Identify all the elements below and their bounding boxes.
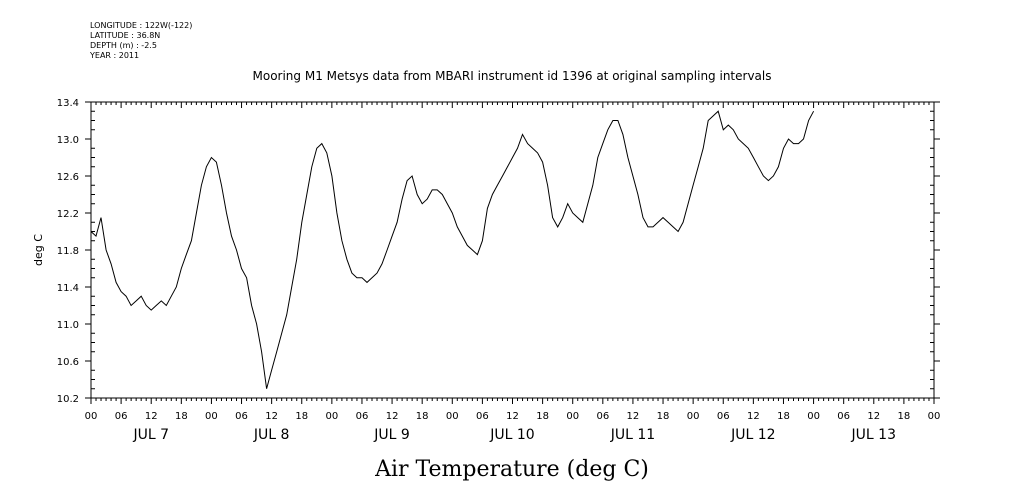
x-tick-label: 12 [265,411,278,422]
x-tick-label: 00 [446,411,459,422]
x-tick-label: 06 [235,411,248,422]
x-tick-label: 12 [627,411,640,422]
x-tick-label: 06 [717,411,730,422]
y-tick-label: 13.4 [57,98,79,109]
x-day-label: JUL 7 [132,427,169,443]
x-tick-label: 12 [747,411,760,422]
x-tick-label: 06 [115,411,128,422]
x-tick-label: 12 [867,411,880,422]
meta-year: YEAR : 2011 [90,51,140,60]
x-day-label: JUL 8 [253,427,290,443]
y-axis-label: deg C [32,234,45,266]
series-line [90,110,815,389]
x-tick-label: 12 [506,411,519,422]
x-tick-label: 06 [837,411,850,422]
y-tick-label: 11.0 [57,320,79,331]
x-day-label: JUL 13 [851,427,896,443]
x-day-label: JUL 10 [489,427,534,443]
x-day-label: JUL 9 [373,427,410,443]
x-tick-label: 18 [536,411,549,422]
metadata-block: LONGITUDE : 122W(-122) LATITUDE : 36.8N … [90,21,192,61]
meta-longitude: LONGITUDE : 122W(-122) [90,21,193,30]
x-tick-label: 12 [145,411,158,422]
y-tick-label: 10.6 [57,357,79,368]
x-tick-label: 06 [476,411,489,422]
x-tick-label: 00 [85,411,98,422]
x-day-label: JUL 12 [730,427,775,443]
x-tick-label: 18 [777,411,790,422]
y-tick-label: 11.4 [57,283,79,294]
x-tick-label: 00 [566,411,579,422]
chart-title: Mooring M1 Metsys data from MBARI instru… [253,69,772,83]
series-layer [90,110,815,389]
meta-depth: DEPTH (m) : -2.5 [90,41,157,50]
x-tick-label: 18 [657,411,670,422]
x-tick-label: 00 [205,411,218,422]
x-tick-label: 06 [356,411,369,422]
x-tick-label: 06 [596,411,609,422]
x-tick-label: 18 [416,411,429,422]
x-axis: 00 06 12 18 00 06 12 18 00 06 12 18 00 06 12 18 00 06 12 18… [85,102,941,443]
x-day-label: JUL 11 [610,427,655,443]
x-tick-label: 00 [928,411,941,422]
plot-frame [90,101,935,399]
y-tick-label: 13.0 [57,135,79,146]
x-tick-label: 18 [175,411,188,422]
x-tick-label: 12 [386,411,399,422]
x-tick-label: 00 [325,411,338,422]
x-tick-label: 18 [898,411,911,422]
x-axis-label: Air Temperature (deg C) [374,457,649,482]
y-axis: 10.2 10.6 11.0 11.4 11.8 12.2 12.6 13.0 13.4 [57,98,940,405]
y-tick-label: 12.2 [57,209,79,220]
y-tick-label: 11.8 [57,246,79,257]
plot-border [90,101,935,399]
x-tick-label: 00 [687,411,700,422]
x-tick-label: 18 [295,411,308,422]
x-tick-label: 00 [807,411,820,422]
meta-latitude: LATITUDE : 36.8N [90,31,161,40]
y-tick-label: 12.6 [57,172,79,183]
y-tick-label: 10.2 [57,394,79,405]
